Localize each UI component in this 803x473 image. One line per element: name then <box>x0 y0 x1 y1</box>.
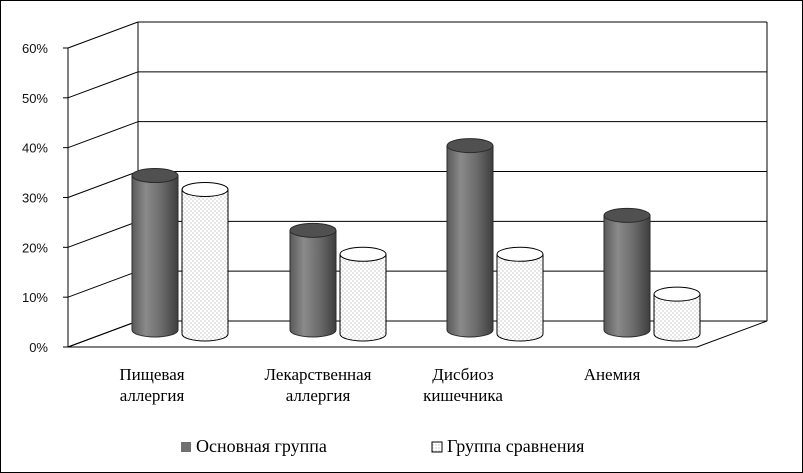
legend-swatch <box>431 441 443 453</box>
category-label: Дисбиоз кишечника <box>423 365 503 405</box>
category-labels: Пищевая аллергия Лекарственная аллергия Дисб… <box>119 365 640 405</box>
bar-body <box>653 293 701 342</box>
bar-body <box>446 145 494 338</box>
gridline-side <box>67 220 139 248</box>
category-label: Лекарственная аллергия <box>264 365 371 405</box>
bar-main <box>446 138 494 338</box>
bar-body <box>289 229 337 338</box>
y-tick-label: 40% <box>22 141 48 156</box>
legend-label: Основная группа <box>196 436 327 456</box>
gridline-side <box>67 71 139 99</box>
category-label-line: Анемия <box>584 365 641 384</box>
bar-top <box>181 181 229 197</box>
y-tick-label: 50% <box>22 91 48 106</box>
bar-body <box>339 253 387 342</box>
bar-comparison <box>339 246 387 342</box>
category-label-line: Лекарственная <box>264 365 371 384</box>
y-tick-label: 20% <box>22 240 48 255</box>
bar-body <box>131 175 179 338</box>
bar-top <box>653 286 701 302</box>
bar-top <box>496 246 544 262</box>
category-label-line: аллергия <box>286 386 351 405</box>
legend-label: Группа сравнения <box>447 436 584 456</box>
y-tick-label: 30% <box>22 191 48 206</box>
bar-body <box>181 188 229 342</box>
bar-main <box>603 207 651 338</box>
legend-swatch <box>181 442 191 452</box>
y-tick-label: 60% <box>22 41 48 56</box>
gridline-side <box>67 121 139 149</box>
legend-item-main: Основная группа <box>181 436 327 456</box>
bar-main <box>289 222 337 338</box>
bar-top <box>339 246 387 262</box>
bar-body <box>603 214 651 338</box>
gridline-side <box>67 21 139 49</box>
category-label-line: кишечника <box>423 386 503 405</box>
bar-comparison <box>181 181 229 342</box>
category-label-line: Пищевая <box>119 365 184 384</box>
bar-top <box>131 168 179 184</box>
category-label: Пищевая аллергия <box>119 365 184 405</box>
category-label: Анемия <box>584 365 641 384</box>
bar-comparison <box>653 286 701 342</box>
gridline-side <box>67 270 139 298</box>
floor <box>67 320 768 348</box>
bar-top <box>289 222 337 238</box>
y-tick-label: 0% <box>29 340 48 355</box>
bar-body <box>496 253 544 342</box>
gridline-side <box>67 171 139 198</box>
bar-top <box>446 138 494 154</box>
bar-comparison <box>496 246 544 342</box>
legend-item-comparison: Группа сравнения <box>431 436 584 456</box>
bar-main <box>131 168 179 338</box>
bars <box>131 138 701 342</box>
category-label-line: аллергия <box>120 386 185 405</box>
y-tick-label: 10% <box>22 290 48 305</box>
bar-top <box>603 207 651 223</box>
legend: Основная группа Группа сравнения <box>181 436 584 456</box>
y-axis: 0% 10% 20% 30% 40% 50% 60% <box>22 41 69 355</box>
category-label-line: Дисбиоз <box>432 365 494 384</box>
